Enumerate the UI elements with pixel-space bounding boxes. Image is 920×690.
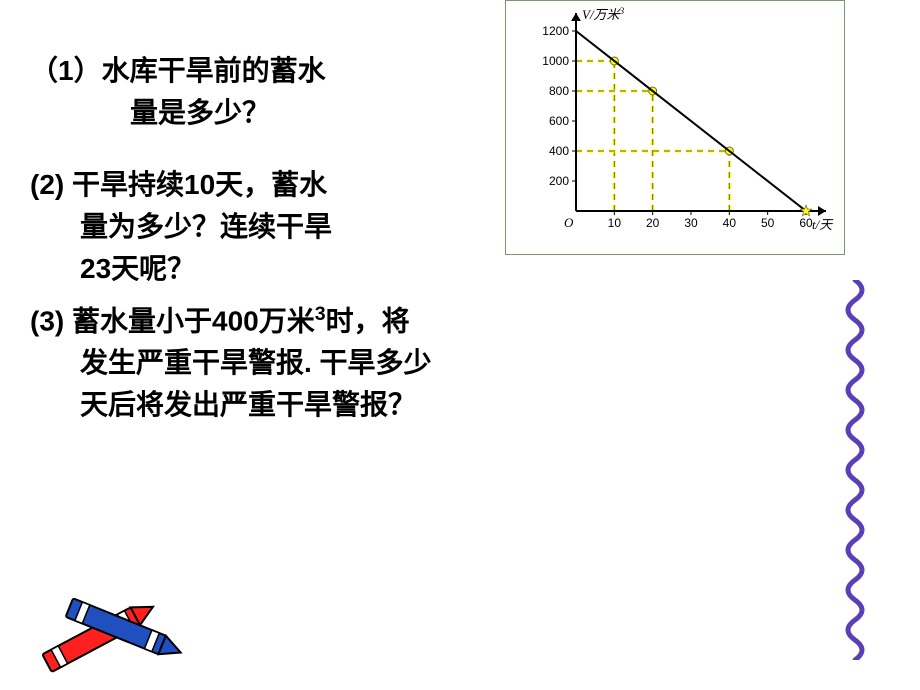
q3-line3: 天后将发出严重干旱警报？ xyxy=(30,384,530,426)
q2-line1: (2) 干旱持续10天，蓄水 xyxy=(30,164,530,206)
q2-line3: 23天呢？ xyxy=(30,248,530,290)
q1-line2: 量是多少？ xyxy=(30,92,530,134)
question-block: （1）水库干旱前的蓄水 量是多少？ (2) 干旱持续10天，蓄水 量为多少？连续… xyxy=(30,50,530,426)
q2-line2: 量为多少？连续干旱 xyxy=(30,206,530,248)
svg-text:10: 10 xyxy=(608,216,622,230)
q3-line2: 发生严重干旱警报. 干旱多少 xyxy=(30,342,530,384)
crayons-decoration xyxy=(30,540,230,680)
question-3: (3) 蓄水量小于400万米3时，将 发生严重干旱警报. 干旱多少 天后将发出严… xyxy=(30,300,530,426)
svg-text:t/天: t/天 xyxy=(812,217,834,232)
svg-text:50: 50 xyxy=(761,216,775,230)
svg-text:600: 600 xyxy=(549,114,569,128)
svg-text:40: 40 xyxy=(723,216,737,230)
svg-text:1200: 1200 xyxy=(542,24,569,38)
svg-text:O: O xyxy=(564,215,574,230)
svg-text:800: 800 xyxy=(549,84,569,98)
q3-line1: (3) 蓄水量小于400万米3时，将 xyxy=(30,300,530,342)
svg-text:1000: 1000 xyxy=(542,54,569,68)
q1-line1: （1）水库干旱前的蓄水 xyxy=(30,50,530,92)
svg-text:20: 20 xyxy=(646,216,660,230)
question-2: (2) 干旱持续10天，蓄水 量为多少？连续干旱 23天呢？ xyxy=(30,164,530,290)
reservoir-chart: 200 400 600 800 1000 1200 10 20 30 40 50 60 O V/万米3 t/… xyxy=(505,0,845,255)
svg-text:V/万米3: V/万米3 xyxy=(582,6,625,22)
wavy-decoration xyxy=(830,280,880,660)
svg-text:200: 200 xyxy=(549,174,569,188)
svg-text:30: 30 xyxy=(684,216,698,230)
question-1: （1）水库干旱前的蓄水 量是多少？ xyxy=(30,50,530,134)
svg-text:400: 400 xyxy=(549,144,569,158)
svg-text:60: 60 xyxy=(799,216,813,230)
